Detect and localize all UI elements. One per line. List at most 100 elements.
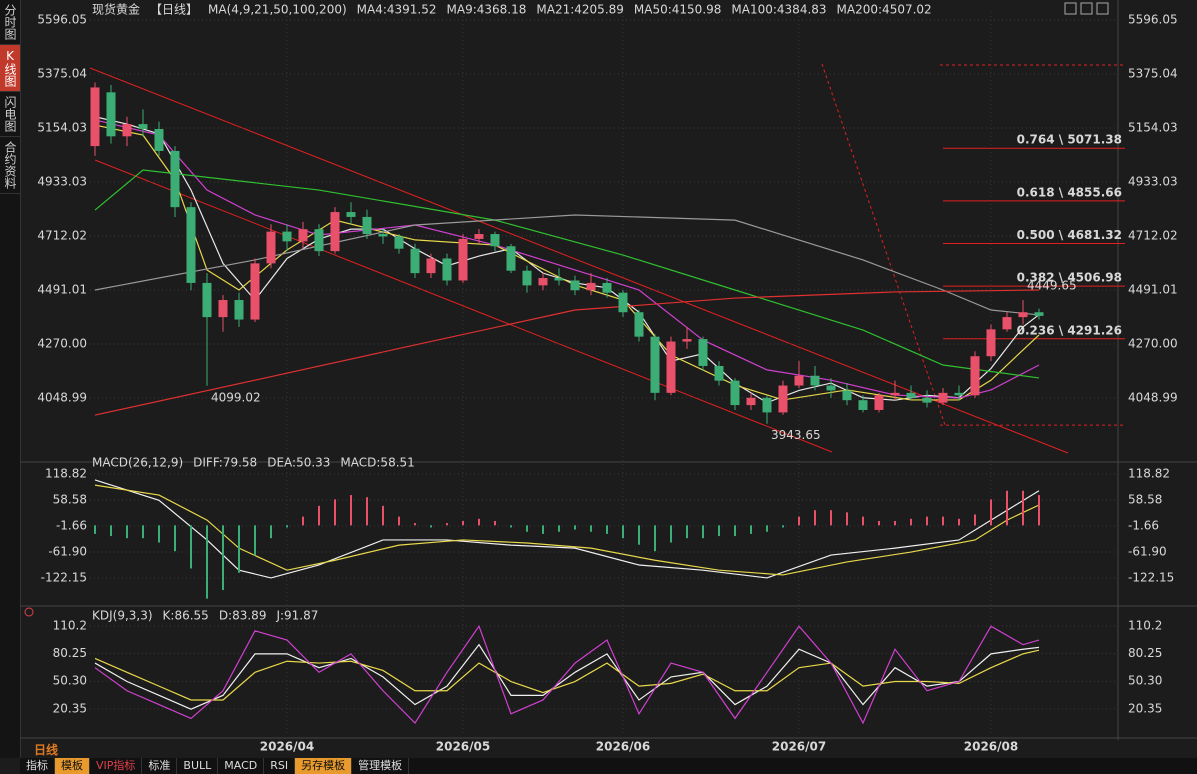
tab-flash[interactable]: 闪电图 xyxy=(0,92,20,137)
y-tick-label: 50.30 xyxy=(1128,674,1162,688)
macd-bar xyxy=(190,525,192,569)
icon[interactable] xyxy=(1096,2,1109,15)
y-tick-label: 4491.01 xyxy=(37,282,87,296)
candle-body xyxy=(266,231,276,264)
tab[interactable]: 指标 xyxy=(20,758,55,774)
tab[interactable]: MACD xyxy=(218,758,265,774)
legend-item: KDJ(9,3,3) xyxy=(92,609,153,623)
candle-body xyxy=(858,400,868,410)
macd-bar xyxy=(590,525,592,532)
tab-kline[interactable]: K线图 xyxy=(0,45,20,92)
legend-item: K:86.55 xyxy=(163,609,209,623)
candle-body xyxy=(714,365,724,381)
trend-line xyxy=(821,63,946,426)
tab[interactable]: VIP指标 xyxy=(90,758,143,774)
legend-item: MACD:58.51 xyxy=(340,456,414,470)
tab[interactable]: 管理模板 xyxy=(352,758,410,774)
legend-item: MACD(26,12,9) xyxy=(92,456,183,470)
sidebar: 分时图 K线图 闪电图 合约资料 xyxy=(0,0,21,758)
trend-line xyxy=(89,67,1069,454)
candle-body xyxy=(650,336,660,393)
candle-body xyxy=(554,278,564,281)
macd-bar xyxy=(462,520,464,526)
candle-body xyxy=(410,248,420,274)
macd-bar xyxy=(270,525,272,539)
candle-body xyxy=(810,375,820,386)
toolbar-icons xyxy=(24,2,1109,617)
series-line xyxy=(94,289,1040,416)
y-tick-label: 4712.02 xyxy=(1128,228,1178,242)
x-tick-label: 2026/04 xyxy=(260,740,314,754)
candle-body xyxy=(186,207,196,283)
candle-body xyxy=(570,280,580,291)
tab-timeshare[interactable]: 分时图 xyxy=(0,0,20,45)
y-tick-label: 4270.00 xyxy=(37,336,87,350)
tab[interactable]: 另存模板 xyxy=(295,758,353,774)
price-annotation: 4449.65 xyxy=(1027,279,1077,293)
y-tick-label: 4270.00 xyxy=(1128,336,1178,350)
legend-item: DIFF:79.58 xyxy=(193,456,257,470)
candle-body xyxy=(618,292,628,313)
icon[interactable] xyxy=(1080,2,1093,15)
fib-label: 0.382 \ 4506.98 xyxy=(1017,271,1122,285)
y-tick-label: 5596.05 xyxy=(1128,13,1178,27)
y-tick-label: 4048.99 xyxy=(1128,390,1178,404)
candle-body xyxy=(202,282,212,318)
candle-body xyxy=(90,87,100,147)
tab[interactable]: BULL xyxy=(177,758,219,774)
tab[interactable]: RSI xyxy=(264,758,296,774)
candle-body xyxy=(1002,317,1012,330)
macd-bar xyxy=(958,518,960,526)
candle-body xyxy=(746,397,756,406)
y-tick-label: 5154.03 xyxy=(37,120,87,134)
candle-body xyxy=(362,216,372,235)
candle-body xyxy=(506,246,516,271)
legend-item: MA200:4507.02 xyxy=(837,3,932,17)
macd-bar xyxy=(798,516,800,526)
macd-bar xyxy=(1038,495,1040,526)
macd-bar xyxy=(526,525,528,532)
candle-body xyxy=(298,229,308,242)
tab[interactable]: 标准 xyxy=(142,758,178,774)
y-tick-label: -122.15 xyxy=(41,571,87,585)
macd-bar xyxy=(942,516,944,526)
y-tick-label: 58.58 xyxy=(53,492,87,506)
candle-body xyxy=(698,339,708,366)
macd-bar xyxy=(766,525,768,532)
macd-bar xyxy=(830,510,832,526)
macd-bar xyxy=(622,525,624,539)
x-tick-label: 2026/07 xyxy=(772,740,826,754)
series-line xyxy=(94,479,1040,579)
y-tick-label: 5154.03 xyxy=(1128,120,1178,134)
legend-item: DEA:50.33 xyxy=(267,456,330,470)
y-tick-label: 58.58 xyxy=(1128,492,1162,506)
icon[interactable] xyxy=(24,607,34,617)
macd-bar xyxy=(1006,490,1008,526)
candle-body xyxy=(234,300,244,320)
macd-bar xyxy=(206,525,208,599)
candle-body xyxy=(282,231,292,242)
y-tick-label: 4048.99 xyxy=(37,390,87,404)
series-line xyxy=(94,643,1040,710)
candle-body xyxy=(474,234,484,239)
candle-body xyxy=(122,124,132,137)
candle-body xyxy=(442,258,452,281)
tab-contract[interactable]: 合约资料 xyxy=(0,137,20,194)
fib-label: 0.500 \ 4681.32 xyxy=(1017,228,1122,242)
y-tick-label: 80.25 xyxy=(1128,646,1162,660)
macd-bar xyxy=(654,525,656,552)
macd-bar xyxy=(302,516,304,526)
candle-body xyxy=(874,395,884,410)
y-tick-label: 4933.03 xyxy=(1128,174,1178,188)
price-annotation: 3943.65 xyxy=(771,428,821,442)
icon[interactable] xyxy=(1064,2,1077,15)
candle-body xyxy=(890,392,900,396)
macd-bar xyxy=(718,525,720,537)
tab[interactable]: 模板 xyxy=(55,758,90,774)
candle-body xyxy=(378,234,388,237)
macd-bar xyxy=(414,523,416,526)
chart: 5596.05 5596.05 5375.04 5375.04 5154.03 5154.… xyxy=(20,0,1197,754)
y-tick-label: 118.82 xyxy=(1128,466,1170,480)
candle-body xyxy=(538,278,548,286)
